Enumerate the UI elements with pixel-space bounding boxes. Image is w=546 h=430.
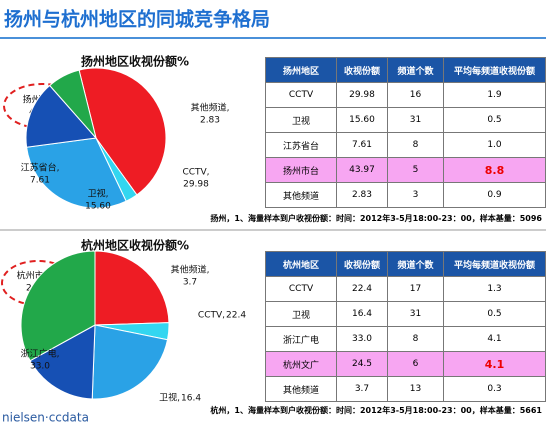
table-cell: CCTV bbox=[265, 82, 337, 108]
slice-value: 22.4 bbox=[226, 311, 246, 321]
table-cell: 22.4 bbox=[336, 276, 388, 302]
table-cell: CCTV bbox=[265, 276, 337, 302]
slide-title: 扬州与杭州地区的同城竞争格局 bbox=[4, 8, 270, 31]
table-row: 其他频道 3.7 13 0.3 bbox=[265, 376, 546, 402]
slice-label: 卫视, bbox=[159, 392, 180, 404]
table-cell: 31 bbox=[387, 301, 444, 327]
table-cell: 0.5 bbox=[443, 107, 546, 133]
slice-label: 其他频道, bbox=[191, 102, 230, 114]
slice-label: 其他频道, bbox=[171, 264, 210, 276]
slice-value: 15.60 bbox=[85, 202, 111, 212]
table-row: CCTV 29.98 16 1.9 bbox=[265, 82, 546, 108]
pie-slice bbox=[49, 69, 97, 139]
table-row: 卫视 15.60 31 0.5 bbox=[265, 107, 546, 133]
pie-slice bbox=[94, 250, 170, 326]
slice-label: 卫视, bbox=[88, 188, 109, 200]
table-row: 杭州文广 24.5 6 4.1 bbox=[265, 351, 546, 377]
table-cell: 其他频道 bbox=[265, 182, 337, 208]
table-row: 杭州地区 收视份额 频道个数 平均每频道收视份额 bbox=[265, 251, 546, 277]
table-cell: 卫视 bbox=[265, 107, 337, 133]
table-cell: 杭州地区 bbox=[265, 251, 337, 277]
table-cell: 2.83 bbox=[336, 182, 388, 208]
table-row: 江苏省台 7.61 8 1.0 bbox=[265, 132, 546, 158]
table-cell: 卫视 bbox=[265, 301, 337, 327]
table-cell: 频道个数 bbox=[387, 251, 444, 277]
table-cell: 4.1 bbox=[443, 351, 546, 377]
slice-value: 3.7 bbox=[183, 278, 197, 288]
table-cell: 8 bbox=[387, 326, 444, 352]
table-cell: 7.61 bbox=[336, 132, 388, 158]
table-cell: 4.1 bbox=[443, 326, 546, 352]
table-row: 扬州市台 43.97 5 8.8 bbox=[265, 157, 546, 183]
table-cell: 1.9 bbox=[443, 82, 546, 108]
table-cell: 1.0 bbox=[443, 132, 546, 158]
table-cell: 收视份额 bbox=[336, 57, 388, 83]
table-cell: 0.3 bbox=[443, 376, 546, 402]
slice-value: 2.83 bbox=[200, 116, 220, 126]
table-row: CCTV 22.4 17 1.3 bbox=[265, 276, 546, 302]
table-cell: 17 bbox=[387, 276, 444, 302]
footnote: 杭州，1、海量样本到户收视份额：时间：2012年3-5月18:00-23：00，… bbox=[210, 406, 542, 415]
slice-value: 16.4 bbox=[181, 394, 201, 404]
table-cell: 29.98 bbox=[336, 82, 388, 108]
table-cell: 平均每频道收视份额 bbox=[443, 57, 546, 83]
table-cell: 杭州文广 bbox=[265, 351, 337, 377]
table-cell: 江苏省台 bbox=[265, 132, 337, 158]
slice-label: 江苏省台, bbox=[21, 162, 60, 174]
table-cell: 15.60 bbox=[336, 107, 388, 133]
table-cell: 收视份额 bbox=[336, 251, 388, 277]
table-cell: 31 bbox=[387, 107, 444, 133]
chart-title: 杭州地区收视份额% bbox=[81, 238, 189, 253]
pie-slice bbox=[91, 324, 169, 400]
pie-slice bbox=[78, 67, 167, 196]
table-cell: 33.0 bbox=[336, 326, 388, 352]
table: 扬州地区 收视份额 频道个数 平均每频道收视份额 CCTV 29.98 16 1.9 卫视 15.… bbox=[265, 57, 546, 208]
table-cell: 43.97 bbox=[336, 157, 388, 183]
table-cell: 扬州地区 bbox=[265, 57, 337, 83]
slice-value: 33.0 bbox=[30, 362, 50, 372]
pie-slice bbox=[26, 137, 127, 209]
table-cell: 扬州市台 bbox=[265, 157, 337, 183]
table-row: 浙江广电 33.0 8 4.1 bbox=[265, 326, 546, 352]
table-cell: 频道个数 bbox=[387, 57, 444, 83]
table-cell: 8 bbox=[387, 132, 444, 158]
slice-label: 浙江广电, bbox=[21, 348, 60, 360]
pie-slice bbox=[20, 250, 96, 362]
table-row: 扬州地区 收视份额 频道个数 平均每频道收视份额 bbox=[265, 57, 546, 83]
table-cell: 3 bbox=[387, 182, 444, 208]
table-cell: 6 bbox=[387, 351, 444, 377]
logo: nielsen·ccdata bbox=[2, 411, 89, 425]
table-cell: 0.9 bbox=[443, 182, 546, 208]
table-cell: 0.5 bbox=[443, 301, 546, 327]
pie-slice bbox=[25, 84, 97, 148]
table-cell: 8.8 bbox=[443, 157, 546, 183]
slice-label: CCTV, bbox=[182, 168, 209, 178]
table-cell: 16.4 bbox=[336, 301, 388, 327]
table-cell: 16 bbox=[387, 82, 444, 108]
table-cell: 其他频道 bbox=[265, 376, 337, 402]
slice-label: CCTV, bbox=[198, 311, 225, 321]
table-cell: 1.3 bbox=[443, 276, 546, 302]
table-row: 卫视 16.4 31 0.5 bbox=[265, 301, 546, 327]
table-cell: 浙江广电 bbox=[265, 326, 337, 352]
table-cell: 3.7 bbox=[336, 376, 388, 402]
slice-value: 7.61 bbox=[30, 176, 50, 186]
chart-title: 扬州地区收视份额% bbox=[81, 54, 189, 69]
table-cell: 24.5 bbox=[336, 351, 388, 377]
slice-value: 29.98 bbox=[183, 180, 209, 190]
table-cell: 5 bbox=[387, 157, 444, 183]
table-row: 其他频道 2.83 3 0.9 bbox=[265, 182, 546, 208]
pie-slice bbox=[29, 324, 96, 400]
table-cell: 13 bbox=[387, 376, 444, 402]
footnote: 扬州，1、海量样本到户收视份额：时间：2012年3-5月18:00-23：00，… bbox=[210, 214, 542, 223]
table-cell: 平均每频道收视份额 bbox=[443, 251, 546, 277]
table: 杭州地区 收视份额 频道个数 平均每频道收视份额 CCTV 22.4 17 1.3 卫视 16.4… bbox=[265, 251, 546, 402]
